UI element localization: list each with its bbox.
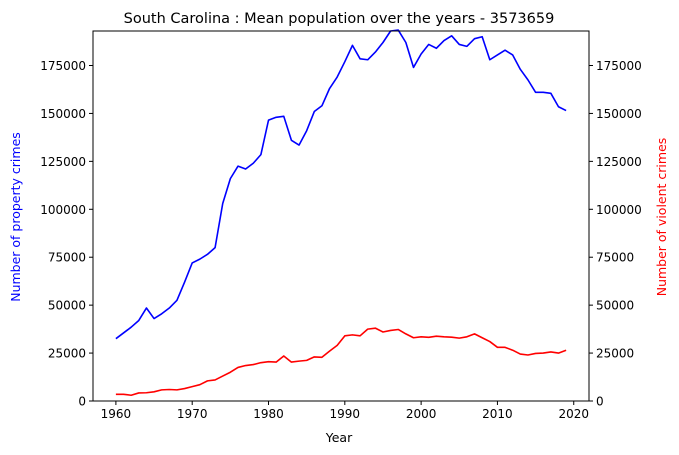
right-y-tick-label: 100000 [596, 203, 642, 217]
x-tick-label: 1970 [177, 407, 208, 421]
series-line-violent-crimes [115, 327, 567, 397]
x-tick-label: 2020 [558, 407, 589, 421]
x-tick-label: 2000 [406, 407, 437, 421]
chart-title: South Carolina : Mean population over th… [124, 11, 555, 27]
plot-area [115, 29, 567, 397]
left-y-tick-label: 50000 [48, 299, 86, 313]
right-y-tick-label: 25000 [596, 347, 634, 361]
left-y-tick-label: 100000 [40, 203, 86, 217]
right-y-tick-label: 175000 [596, 59, 642, 73]
plot-frame [92, 30, 590, 402]
right-y-tick-label: 125000 [596, 155, 642, 169]
left-y-tick-label: 0 [78, 395, 86, 409]
series-line-property-crimes [115, 29, 567, 340]
right-y-tick-label: 50000 [596, 299, 634, 313]
left-y-tick-label: 75000 [48, 251, 86, 265]
x-tick-label: 2010 [482, 407, 513, 421]
left-y-tick-label: 25000 [48, 347, 86, 361]
left-y-tick-label: 125000 [40, 155, 86, 169]
right-y-axis-label: Number of violent crimes [654, 138, 669, 297]
left-y-axis-label: Number of property crimes [8, 132, 23, 302]
x-tick-label: 1990 [330, 407, 361, 421]
right-y-tick-label: 0 [596, 395, 604, 409]
right-y-tick-label: 75000 [596, 251, 634, 265]
axes: 1960 1970 1980 1990 2000 2010 2020 0 0 25000 25000… [40, 30, 642, 421]
left-y-tick-label: 175000 [40, 59, 86, 73]
x-tick-label: 1960 [101, 407, 132, 421]
x-tick-label: 1980 [253, 407, 284, 421]
right-y-tick-label: 150000 [596, 107, 642, 121]
left-y-tick-label: 150000 [40, 107, 86, 121]
x-axis-label: Year [325, 430, 353, 445]
